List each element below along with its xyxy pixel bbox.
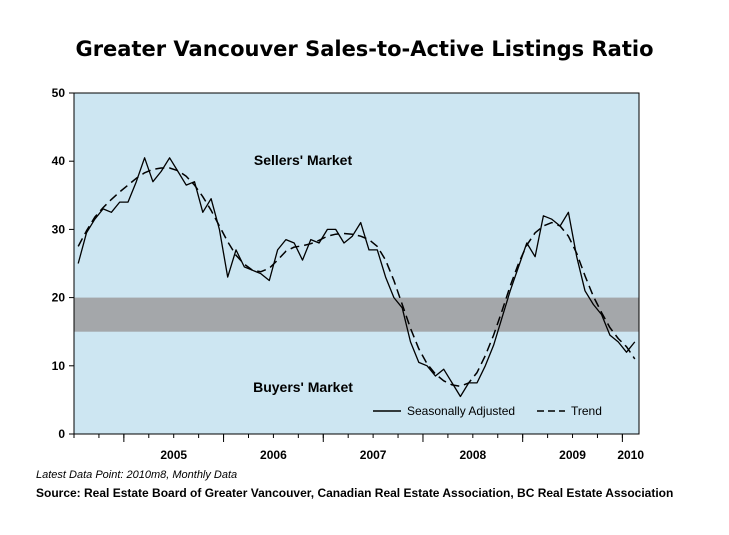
source-text: Source: Real Estate Board of Greater Van… <box>36 486 674 500</box>
neutral-market-band <box>74 297 639 332</box>
x-tick-label: 2010 <box>617 448 644 462</box>
legend-label-seasonally-adjusted: Seasonally Adjusted <box>407 404 515 418</box>
legend-label-trend: Trend <box>571 404 602 418</box>
series-layer <box>77 157 636 398</box>
plot-area <box>73 92 640 435</box>
data-note: Latest Data Point: 2010m8, Monthly Data <box>36 469 238 481</box>
legend: Seasonally Adjusted Trend <box>373 404 602 418</box>
y-axis: 0 10 20 30 40 50 <box>52 86 74 441</box>
series-line-trend <box>77 167 636 388</box>
buyers-market-label: Buyers' Market <box>253 379 353 395</box>
x-axis: 2005 2006 2007 2008 2009 2010 <box>73 434 644 462</box>
y-tick-label: 50 <box>52 86 66 100</box>
x-tick-label: 2005 <box>160 448 187 462</box>
x-tick-label: 2008 <box>459 448 486 462</box>
x-tick-label: 2009 <box>559 448 586 462</box>
x-tick-label: 2006 <box>260 448 287 462</box>
chart-title: Greater Vancouver Sales-to-Active Listin… <box>75 37 654 61</box>
y-tick-label: 0 <box>58 427 65 441</box>
series-line-seasonally-adjusted <box>77 157 636 398</box>
y-tick-label: 40 <box>52 154 66 168</box>
y-tick-label: 30 <box>52 222 66 236</box>
x-tick-label: 2007 <box>360 448 387 462</box>
sellers-market-label: Sellers' Market <box>254 152 353 168</box>
y-tick-label: 10 <box>52 359 66 373</box>
y-tick-label: 20 <box>52 291 66 305</box>
